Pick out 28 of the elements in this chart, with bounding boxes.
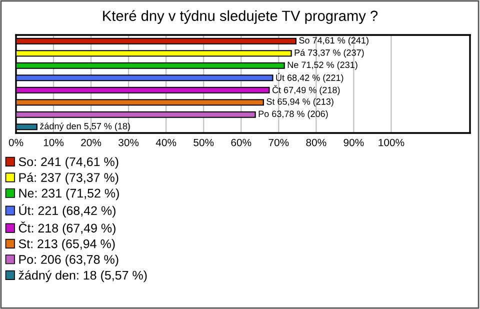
x-tick-label: 40%: [156, 138, 176, 146]
data-label: Po 63,78 % (206): [258, 110, 328, 119]
legend-label: žádný den: 18 (5,57 %): [18, 270, 147, 282]
legend-label: Čt: 218 (67,49 %): [18, 222, 116, 236]
x-tick-label: 100%: [378, 138, 404, 146]
x-tick-label: 80%: [306, 138, 326, 146]
x-tick-label: 60%: [231, 138, 252, 146]
x-tick-label: 30%: [118, 138, 139, 146]
data-label: Ne 71,52 % (231): [288, 61, 358, 70]
legend-label: Pá: 237 (73,37 %): [19, 172, 118, 184]
x-tick-label: 50%: [194, 138, 214, 146]
data-label: Út 68,42 % (221): [276, 73, 344, 83]
data-label: So 74,61 % (241): [299, 36, 368, 46]
data-label: Pá 73,37 % (237): [294, 49, 364, 58]
legend-label: St: 213 (65,94 %): [18, 239, 115, 251]
chart-title: Které dny v týdnu sledujete TV programy ?: [103, 10, 378, 24]
x-tick-label: 10%: [44, 138, 64, 146]
data-label: St 65,94 % (213): [266, 98, 334, 107]
x-tick-label: 20%: [81, 138, 102, 146]
legend-label: Út: 221 (68,42 %): [19, 204, 116, 218]
data-label: Čt 67,49 % (218): [272, 85, 340, 95]
x-tick-label: 0%: [8, 138, 24, 146]
legend-label: Po: 206 (63,78 %): [19, 254, 118, 266]
data-label: žádný den 5,57 % (18): [40, 122, 130, 132]
x-tick-label: 70%: [268, 138, 289, 146]
legend-label: Ne: 231 (71,52 %): [19, 188, 119, 200]
legend-label: So: 241 (74,61 %): [18, 157, 118, 169]
x-tick-label: 90%: [344, 138, 364, 146]
